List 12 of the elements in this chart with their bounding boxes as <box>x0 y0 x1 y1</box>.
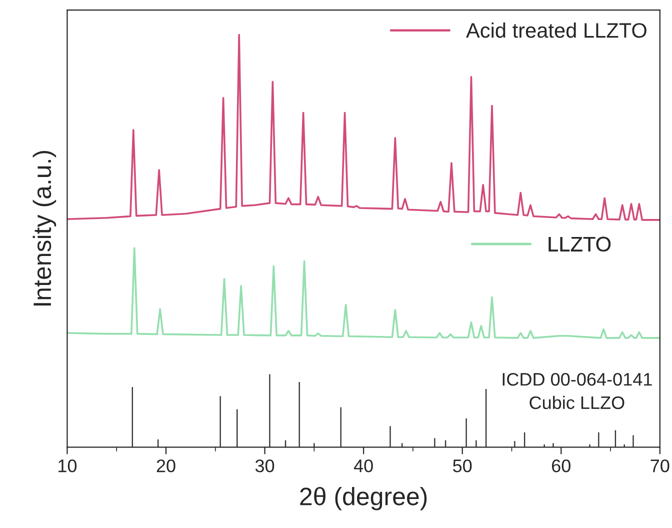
legend-label: LLZTO <box>548 236 611 252</box>
x-tick-label: 70 <box>650 460 670 472</box>
x-tick-label: 60 <box>552 460 570 472</box>
x-tick-label: 30 <box>255 460 274 472</box>
x-tick-label: 10 <box>58 460 77 472</box>
x-tick-label: 40 <box>354 460 373 472</box>
legend-label: Acid treated LLZTO <box>466 22 646 38</box>
x-tick-label: 20 <box>156 460 176 472</box>
y-axis-title: Intensity (a.u.) <box>32 150 56 306</box>
annotation: ICDD 00-064-0141 Cubic LLZO <box>502 372 652 410</box>
x-axis-title: 2θ (degree) <box>300 486 427 510</box>
x-tick-label: 50 <box>453 460 472 472</box>
